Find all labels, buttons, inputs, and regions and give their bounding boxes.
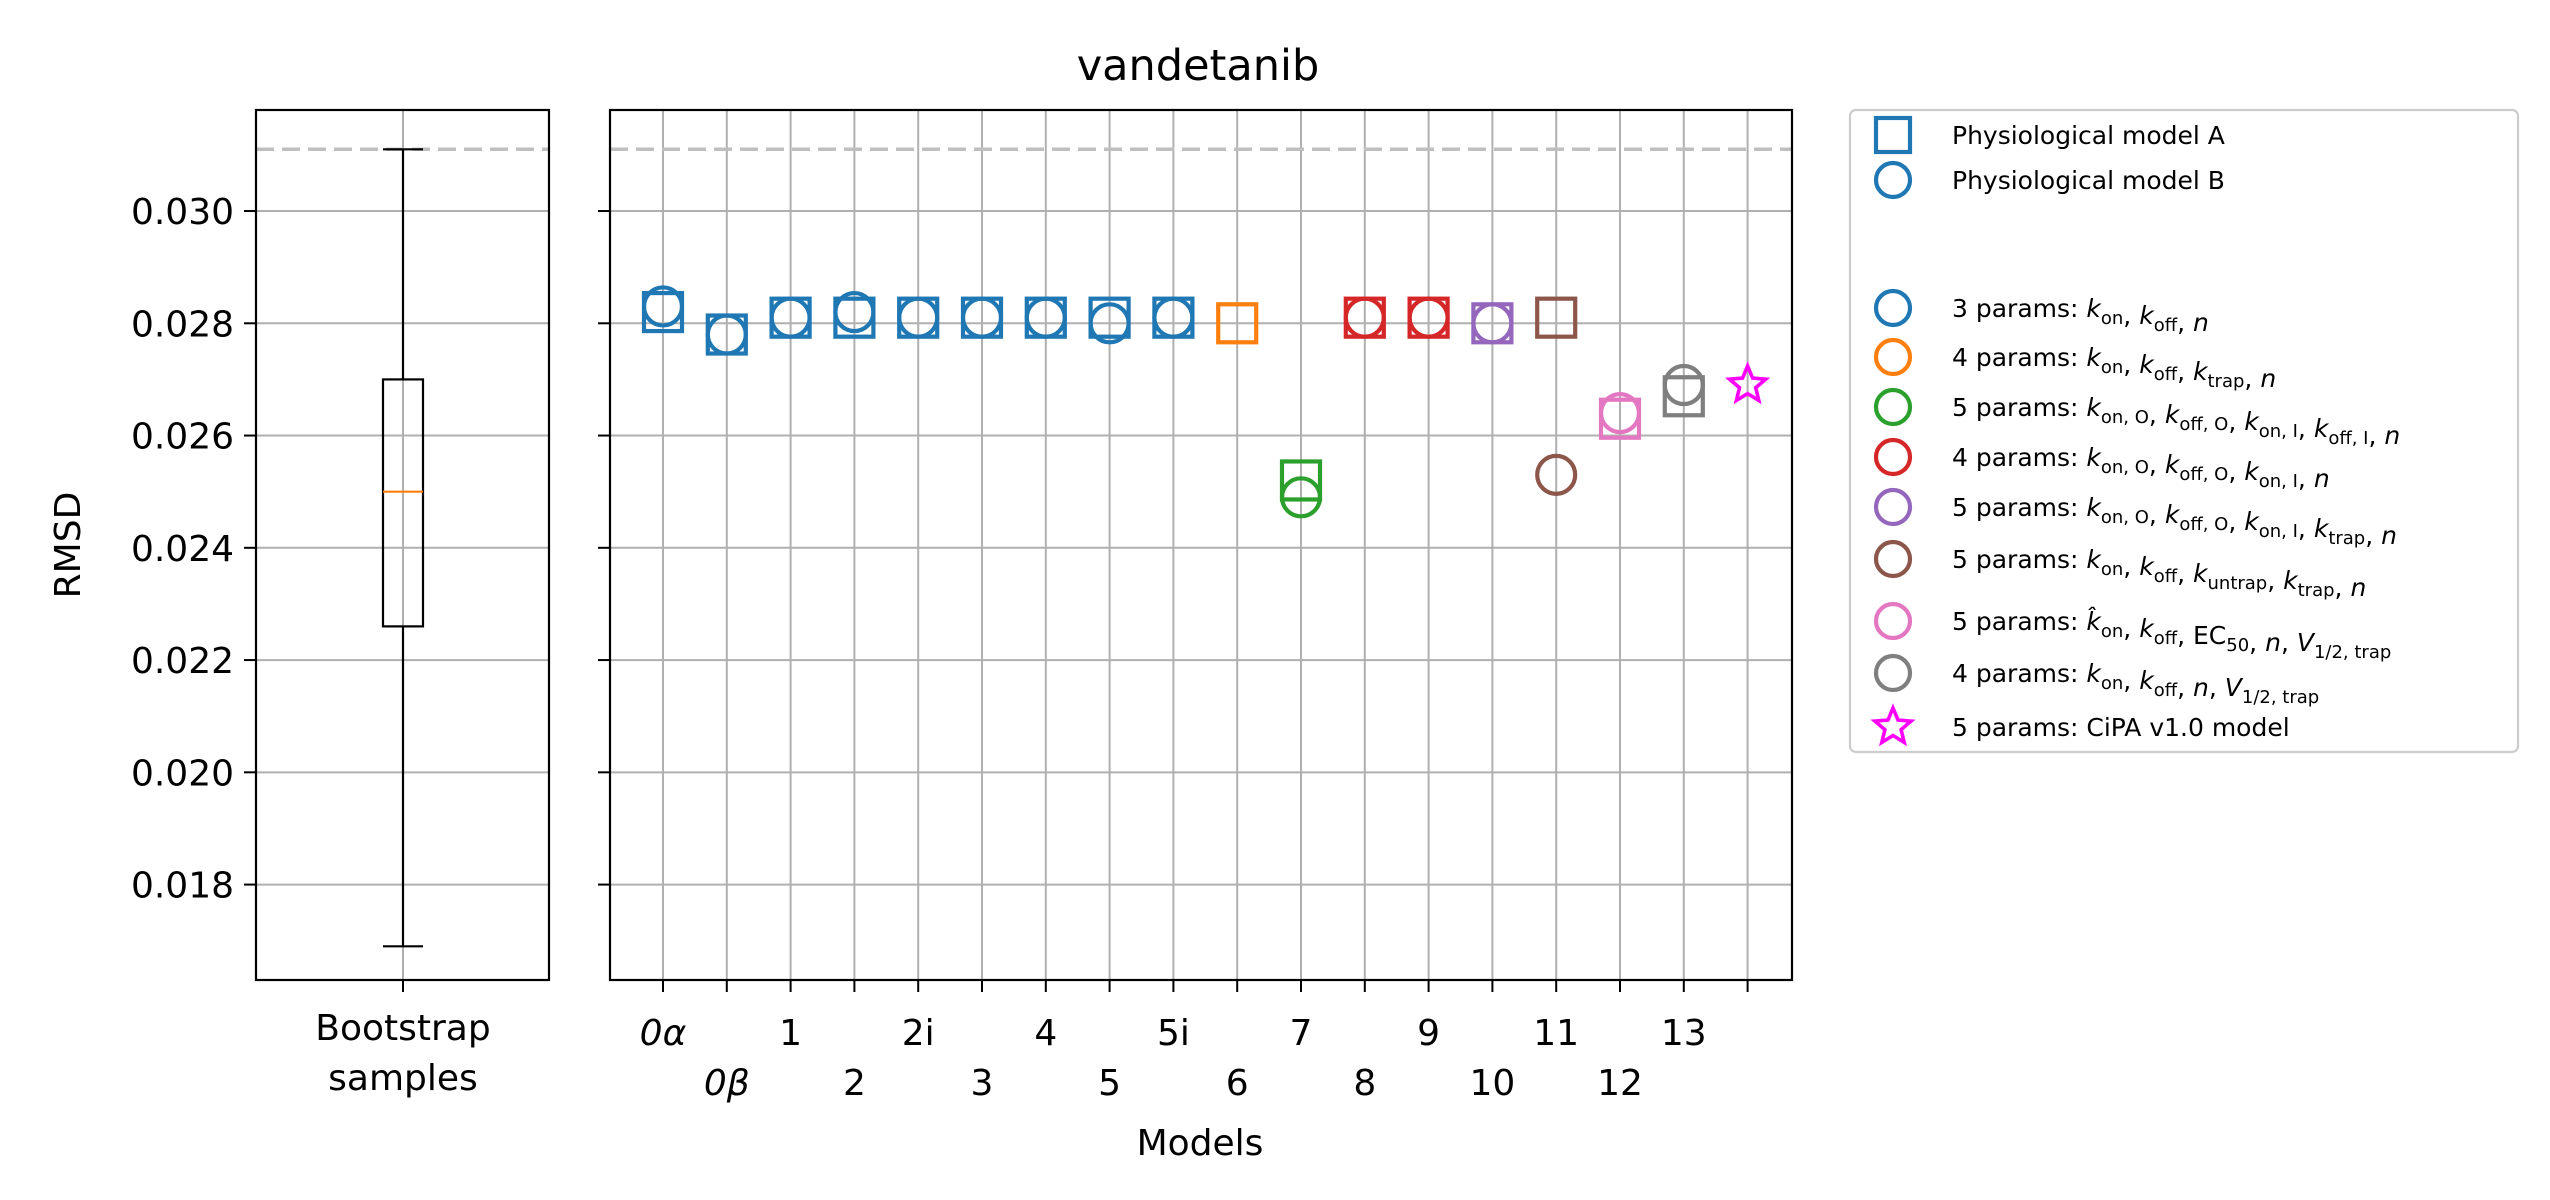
legend-label: 3 params: kon, koff, n: [1952, 294, 2209, 337]
circle-marker: [1343, 296, 1386, 339]
x-tick-label: 11: [1533, 1013, 1579, 1054]
y-tick-label: 0.026: [131, 417, 234, 458]
right-gridlines: [610, 110, 1792, 980]
x-axis-label: Models: [1137, 1123, 1264, 1164]
circle-marker: [769, 296, 812, 339]
y-tick-label: 0.030: [131, 192, 234, 233]
x-tick-label: 0β: [704, 1063, 750, 1104]
legend-label: 5 params: kon, koff, kuntrap, ktrap, n: [1952, 545, 2366, 602]
x-tick-label: 5i: [1157, 1013, 1190, 1054]
x-tick-label: 6: [1226, 1063, 1249, 1104]
bootstrap-boxplot: [381, 148, 425, 948]
legend-label: Physiological model B: [1952, 166, 2225, 195]
legend-label: 4 params: kon, koff, ktrap, n: [1952, 343, 2276, 393]
circle-marker: [641, 285, 685, 328]
legend: Physiological model A Physiological model…: [1848, 108, 2520, 754]
legend-label: 5 params: kon, O, koff, O, kon, I, koff,…: [1952, 393, 2400, 450]
legend-label: 5 params: kon, O, koff, O, kon, I, ktrap…: [1952, 493, 2397, 550]
circle-marker: [1024, 296, 1067, 339]
legend-circle-marker: [1873, 387, 1913, 427]
x-tick-label: 5: [1098, 1063, 1121, 1104]
circle-marker: [1662, 363, 1705, 407]
x-tick-label: 1: [779, 1013, 802, 1054]
legend-circle-marker: [1873, 160, 1913, 200]
legend-frame: [1848, 108, 2520, 754]
circle-marker: [1471, 302, 1514, 345]
y-tick-label: 0.018: [131, 866, 234, 907]
circle-marker: [1598, 391, 1642, 435]
square-marker: [1662, 375, 1705, 418]
legend-label: 5 params: k̂on, koff, EC50, n, V1/2, tra…: [1952, 607, 2391, 663]
circle-marker: [1088, 302, 1131, 345]
legend-circle-marker: [1873, 288, 1913, 328]
circle-marker: [897, 296, 940, 339]
circle-marker: [1407, 296, 1450, 339]
x-tick-label: 7: [1290, 1013, 1313, 1054]
legend-circle-marker: [1873, 437, 1913, 477]
right-axes-frame: [608, 108, 1794, 982]
legend-circle-marker: [1873, 487, 1913, 527]
legend-circle-marker: [1873, 653, 1913, 693]
legend-square-marker: [1873, 115, 1913, 155]
y-axis-label: RMSD: [48, 492, 89, 599]
y-axis-ticks: 0.018 0.020 0.022 0.024 0.026 0.028 0.030: [131, 192, 404, 992]
model-markers: [641, 285, 1771, 519]
legend-label: Physiological model A: [1952, 121, 2225, 150]
box-iqr: [381, 378, 425, 628]
square-marker: [1279, 459, 1323, 502]
x-tick-label-bootstrap-line2: samples: [328, 1058, 478, 1099]
x-tick-label: 9: [1417, 1013, 1440, 1054]
circle-marker: [960, 296, 1004, 339]
x-tick-label: 8: [1353, 1063, 1376, 1104]
x-tick-label: 3: [971, 1063, 994, 1104]
legend-star-marker: [1870, 703, 1916, 747]
circle-marker: [1535, 453, 1578, 496]
x-tick-label-bootstrap-line1: Bootstrap: [315, 1008, 490, 1049]
y-tick-label: 0.020: [131, 753, 234, 794]
x-tick-label: 10: [1469, 1063, 1515, 1104]
x-tick-label: 2: [843, 1063, 866, 1104]
circle-marker: [833, 290, 876, 334]
bootstrap-panel: 0.018 0.020 0.022 0.024 0.026 0.028 0.030 Boot…: [48, 108, 551, 1099]
x-tick-label: 4: [1034, 1013, 1057, 1054]
x-tick-label: 0α: [640, 1013, 687, 1054]
circle-marker: [1279, 476, 1323, 519]
y-tick-label: 0.022: [131, 641, 234, 682]
legend-circle-marker: [1873, 337, 1913, 377]
square-marker: [1535, 296, 1578, 339]
y-tick-label: 0.024: [131, 529, 234, 570]
circle-marker: [705, 313, 748, 356]
legend-label: 5 params: CiPA v1.0 model: [1952, 713, 2290, 742]
star-marker: [1725, 361, 1771, 405]
x-tick-label: 12: [1597, 1063, 1643, 1104]
chart-title: vandetanib: [1077, 41, 1320, 91]
square-marker: [1216, 302, 1259, 345]
x-tick-label: 13: [1661, 1013, 1707, 1054]
legend-label: 4 params: kon, O, koff, O, kon, I, n: [1952, 443, 2330, 493]
y-tick-label: 0.028: [131, 304, 234, 345]
x-tick-label: 2i: [902, 1013, 935, 1054]
legend-label: 4 params: kon, koff, n, V1/2, trap: [1952, 659, 2319, 708]
circle-marker: [1152, 296, 1195, 339]
legend-circle-marker: [1873, 539, 1913, 579]
legend-circle-marker: [1873, 601, 1913, 641]
